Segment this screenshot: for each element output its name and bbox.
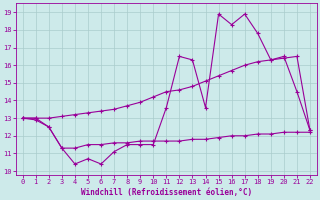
X-axis label: Windchill (Refroidissement éolien,°C): Windchill (Refroidissement éolien,°C) xyxy=(81,188,252,197)
